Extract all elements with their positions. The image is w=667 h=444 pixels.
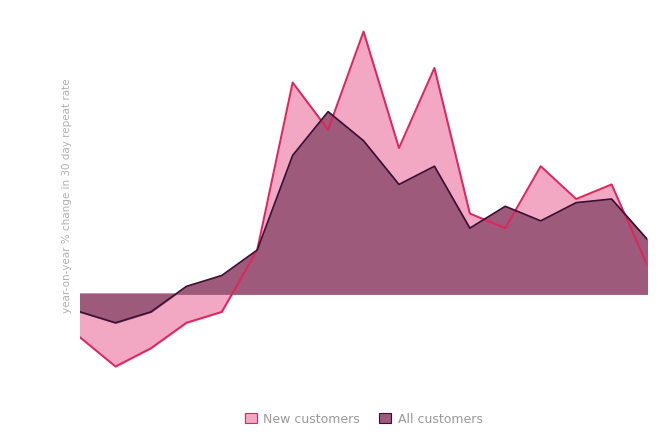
Legend: New customers, All customers: New customers, All customers xyxy=(245,413,482,426)
Y-axis label: year-on-year % change in 30 day repeat rate: year-on-year % change in 30 day repeat r… xyxy=(62,78,72,313)
